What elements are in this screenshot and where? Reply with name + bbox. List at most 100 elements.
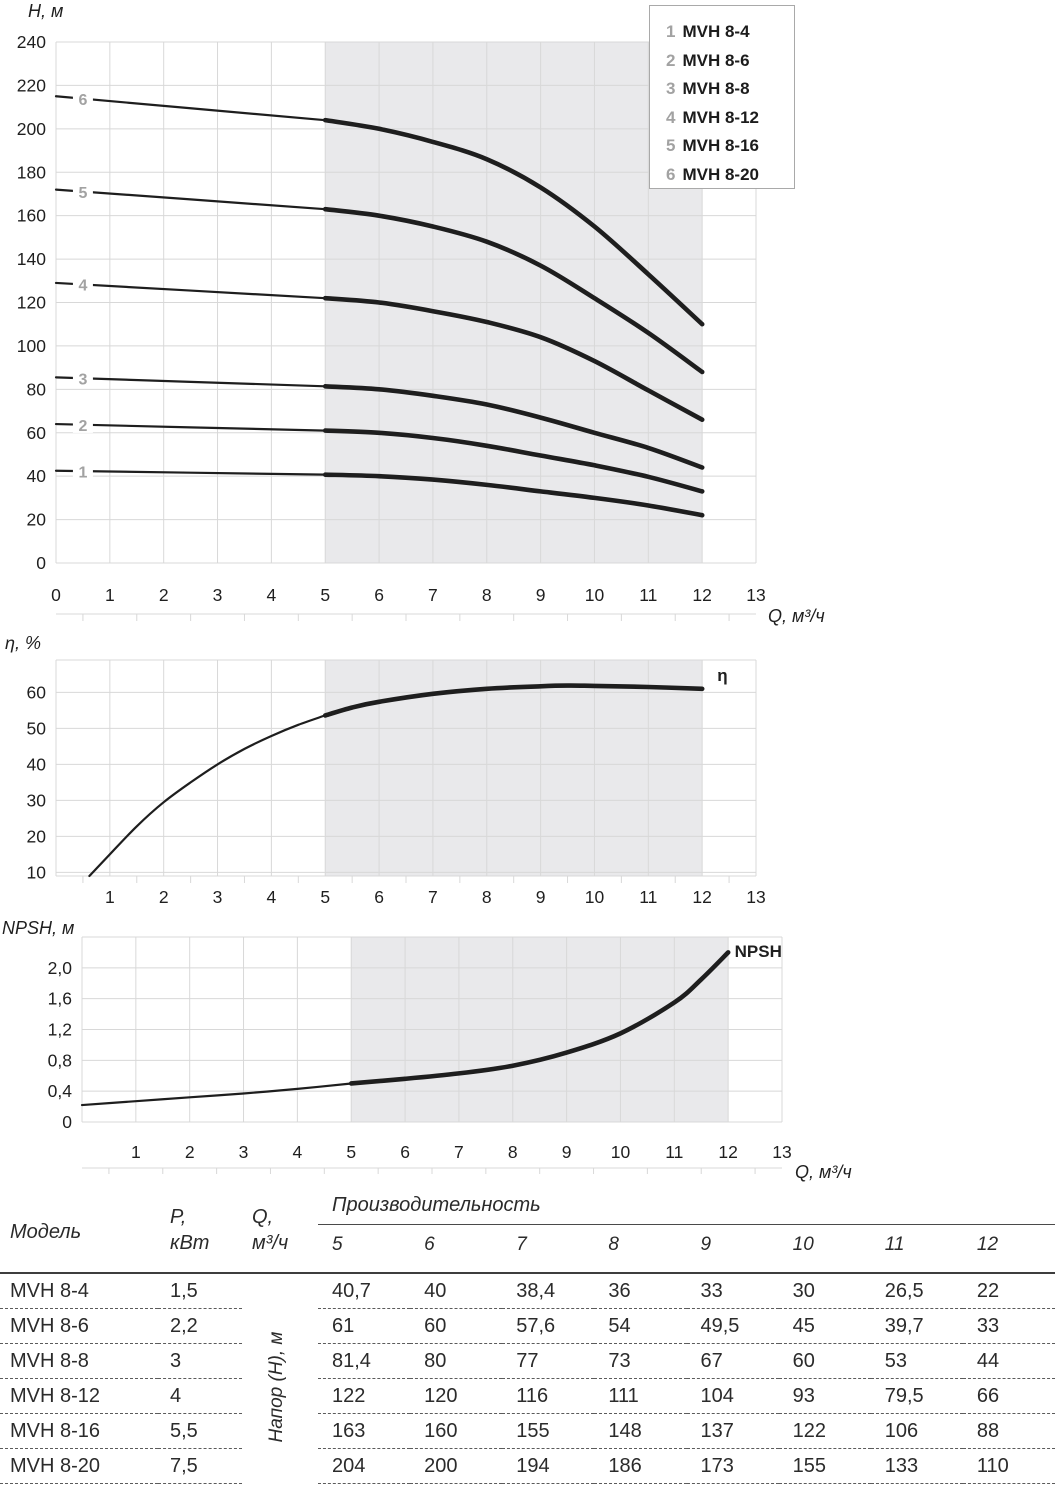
head-value-cell: 110 [962,1449,1055,1484]
x-tick-label: 3 [239,1142,249,1162]
head-value-cell: 66 [962,1379,1055,1414]
head-value-cell: 186 [594,1449,687,1484]
curve-MVH 8-4 [54,469,327,476]
y-axis-title: η, % [5,633,41,653]
x-tick-label: 3 [213,585,223,605]
y-tick-label: 40 [27,754,47,774]
y-tick-label: 0 [62,1112,72,1132]
head-value-cell: 120 [410,1379,503,1414]
head-value-cell: 133 [870,1449,963,1484]
y-tick-label: 60 [27,423,47,443]
head-value-cell: 88 [962,1414,1055,1449]
x-tick-label: 6 [374,585,384,605]
x-tick-label: 10 [585,887,605,907]
x-tick-label: 8 [508,1142,518,1162]
head-value-cell: 45 [778,1309,871,1344]
model-name: MVH 8-8 [0,1344,158,1379]
head-value-cell: 155 [778,1449,871,1484]
x-tick-label: 11 [665,1142,683,1162]
x-tick-label: 1 [105,585,115,605]
y-tick-label: 80 [27,379,47,399]
x-tick-label: 13 [772,1142,791,1162]
x-tick-label: 5 [320,585,330,605]
curve-number-label: 3 [78,371,87,388]
curve-NPSH [80,1082,353,1107]
power-header-line2: кВт [170,1232,210,1254]
head-value-cell: 106 [870,1414,963,1449]
curve-annotation: η [717,666,727,685]
curve-annotation: NPSH [735,942,782,961]
x-tick-label: 7 [428,585,438,605]
y-tick-label: 200 [17,119,46,139]
legend-model-name: MVH 8-20 [682,164,759,184]
y-axis-title: NPSH, м [2,920,74,938]
x-tick-label: 5 [346,1142,356,1162]
y-tick-label: 0,4 [48,1081,73,1101]
y-tick-label: 140 [17,249,46,269]
x-axis-title: Q, м³/ч [768,606,825,626]
x-tick-label: 4 [267,887,277,907]
y-tick-label: 240 [17,32,46,52]
legend-curve-number: 4 [666,107,676,127]
x-tick-label: 7 [428,887,438,907]
head-value-cell: 40 [410,1274,503,1309]
y-tick-label: 180 [17,162,46,182]
head-value-cell: 194 [502,1449,595,1484]
flow-column-header: 9 [700,1234,712,1255]
power-value: 1,5 [158,1274,242,1309]
table-row: MVH 8-16 5,5 163 160 155 148 137 122 106 88 [0,1414,1055,1449]
x-tick-label: 4 [293,1142,303,1162]
curve-MVH 8-20 [54,95,327,122]
table-header: Модель P, кВт Q, м³/ч Производительность… [0,1192,1055,1274]
curve-number-label: 6 [78,92,87,109]
x-tick-label: 11 [639,585,657,605]
table-row: MVH 8-6 2,2 61 60 57,6 54 49,5 45 39,7 33 [0,1309,1055,1344]
curve-NPSH-working-range [348,950,731,1086]
x-tick-label: 2 [185,1142,195,1162]
power-value: 4 [158,1379,242,1414]
y-tick-label: 120 [17,293,46,313]
performance-title: Производительность [318,1192,1055,1225]
power-value: 3 [158,1344,242,1379]
curve-MVH 8-8-working-range [322,383,705,470]
flow-column-header: 10 [792,1234,814,1255]
head-value-cell: 38,4 [502,1274,595,1309]
model-name: MVH 8-16 [0,1414,158,1449]
table-body: MVH 8-4 1,5 40,7 40 38,4 36 33 30 26,5 22 MVH 8-6 2… [0,1274,1055,1484]
curve-η [88,714,327,878]
x-tick-label: 0 [51,585,61,605]
x-tick-label: 13 [746,585,765,605]
legend-model-name: MVH 8-16 [682,136,759,155]
y-tick-label: 20 [27,826,47,846]
head-value-cell: 33 [962,1309,1055,1344]
head-value-cell: 30 [778,1274,871,1309]
x-tick-label: 6 [400,1142,410,1162]
y-tick-label: 0 [36,553,46,573]
head-value-cell: 116 [502,1379,595,1414]
curve-MVH 8-20-working-range [322,117,705,327]
head-value-cell: 36 [594,1274,687,1309]
model-name: MVH 8-4 [0,1274,158,1309]
legend-curve-number: 3 [666,79,676,98]
x-tick-label: 11 [639,887,657,907]
curve-number-label: 5 [78,185,87,202]
head-value-cell: 60 [778,1344,871,1379]
x-tick-label: 10 [611,1142,631,1162]
x-tick-label: 8 [482,887,492,907]
y-tick-label: 0,8 [48,1050,72,1070]
curve-MVH 8-6 [54,422,327,432]
column-header-power: P, кВт [158,1192,242,1272]
curve-MVH 8-16 [54,188,327,211]
x-tick-label: 1 [131,1142,141,1162]
head-value-cell: 79,5 [870,1379,963,1414]
x-tick-label: 6 [374,887,384,907]
y-tick-label: 160 [17,206,46,226]
legend-item: 5 MVH 8-16 [666,132,794,161]
x-tick-label: 12 [718,1142,737,1162]
x-tick-label: 2 [159,887,169,907]
table-row: MVH 8-8 3 81,4 80 77 73 67 60 53 44 [0,1344,1055,1379]
x-tick-label: 8 [482,585,492,605]
